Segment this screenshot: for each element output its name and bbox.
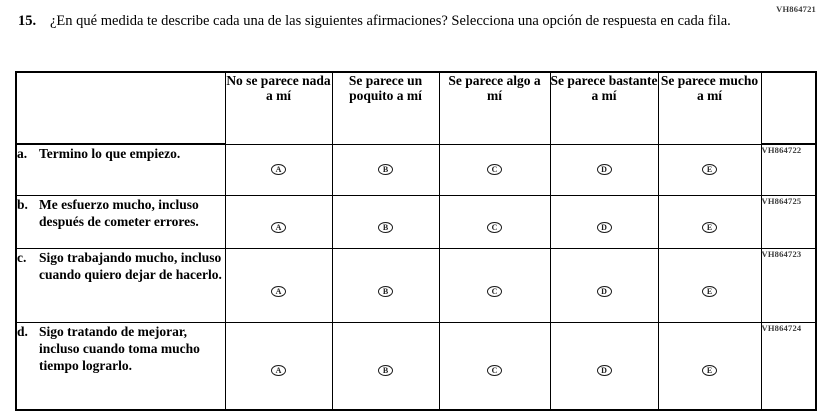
header-option-a: No se parece nada a mí <box>224 71 333 145</box>
radio-bubble-a-B[interactable]: B <box>378 164 393 176</box>
row-text-c: Sigo trabajando mucho, incluso cuando qu… <box>39 249 222 282</box>
radio-bubble-a-E[interactable]: E <box>702 164 717 176</box>
header-option-c: Se parece algo a mí <box>438 71 551 145</box>
option-cell-a-2[interactable]: B <box>331 143 440 196</box>
form-id-top-right: VH864721 <box>776 4 816 14</box>
option-cell-a-4[interactable]: D <box>549 143 659 196</box>
header-stem-blank <box>15 71 226 145</box>
header-option-e: Se parece mucho a mí <box>657 71 762 145</box>
radio-bubble-c-A[interactable]: A <box>271 286 286 298</box>
option-cell-b-3[interactable]: C <box>438 194 551 249</box>
option-cell-d-5[interactable]: E <box>657 321 762 411</box>
radio-bubble-c-C[interactable]: C <box>487 286 502 298</box>
row-text-b: Me esfuerzo mucho, incluso después de co… <box>39 196 199 229</box>
radio-bubble-a-C[interactable]: C <box>487 164 502 176</box>
option-cell-a-3[interactable]: C <box>438 143 551 196</box>
radio-bubble-c-E[interactable]: E <box>702 286 717 298</box>
header-option-d: Se parece bastante a mí <box>549 71 659 145</box>
radio-bubble-d-A[interactable]: A <box>271 365 286 377</box>
option-cell-d-3[interactable]: C <box>438 321 551 411</box>
row-stem-b: b. Me esfuerzo mucho, incluso después de… <box>15 194 226 249</box>
item-id-c: VH864723 <box>760 247 817 323</box>
item-id-a: VH864722 <box>760 143 817 196</box>
radio-bubble-b-A[interactable]: A <box>271 222 286 234</box>
row-text-d: Sigo tratando de mejorar, incluso cuando… <box>39 323 200 373</box>
radio-bubble-c-D[interactable]: D <box>596 286 612 298</box>
option-cell-d-2[interactable]: B <box>331 321 440 411</box>
matrix-body: a. Termino lo que empiezo. A B C D E <box>15 143 817 411</box>
row-stem-d: d. Sigo tratando de mejorar, incluso cua… <box>15 321 226 411</box>
radio-bubble-d-C[interactable]: C <box>487 365 502 377</box>
header-id-blank <box>760 71 817 145</box>
header-option-b: Se parece un poquito a mí <box>331 71 440 145</box>
question-number: 15. <box>18 13 37 29</box>
row-letter-c: c. <box>17 249 27 265</box>
option-cell-a-1[interactable]: A <box>224 143 333 196</box>
row-stem-c: c. Sigo trabajando mucho, incluso cuando… <box>15 247 226 323</box>
row-stem-a: a. Termino lo que empiezo. <box>15 143 226 196</box>
option-cell-b-4[interactable]: D <box>549 194 659 249</box>
radio-bubble-b-C[interactable]: C <box>487 222 502 234</box>
question-text: ¿En qué medida te describe cada una de l… <box>50 13 731 29</box>
radio-bubble-b-B[interactable]: B <box>378 222 393 234</box>
option-cell-c-4[interactable]: D <box>549 247 659 323</box>
table-row: c. Sigo trabajando mucho, incluso cuando… <box>15 247 817 323</box>
radio-bubble-a-D[interactable]: D <box>596 164 612 176</box>
option-cell-b-2[interactable]: B <box>331 194 440 249</box>
table-row: b. Me esfuerzo mucho, incluso después de… <box>15 194 817 249</box>
option-cell-c-2[interactable]: B <box>331 247 440 323</box>
table-row: a. Termino lo que empiezo. A B C D E <box>15 143 817 196</box>
row-letter-a: a. <box>17 146 28 161</box>
radio-bubble-d-E[interactable]: E <box>702 365 717 377</box>
option-cell-c-5[interactable]: E <box>657 247 762 323</box>
radio-bubble-d-B[interactable]: B <box>378 365 393 377</box>
option-cell-a-5[interactable]: E <box>657 143 762 196</box>
response-matrix: No se parece nada a mí Se parece un poqu… <box>15 71 817 411</box>
row-text-a: Termino lo que empiezo. <box>39 146 181 161</box>
option-cell-b-1[interactable]: A <box>224 194 333 249</box>
radio-bubble-c-B[interactable]: B <box>378 286 393 298</box>
option-cell-d-4[interactable]: D <box>549 321 659 411</box>
row-letter-d: d. <box>17 323 28 339</box>
item-id-d: VH864724 <box>760 321 817 411</box>
question-stem: 15. ¿En qué medida te describe cada una … <box>18 12 748 31</box>
matrix-table: No se parece nada a mí Se parece un poqu… <box>15 71 817 411</box>
matrix-header-row: No se parece nada a mí Se parece un poqu… <box>15 71 817 145</box>
radio-bubble-b-E[interactable]: E <box>702 222 717 234</box>
item-id-b: VH864725 <box>760 194 817 249</box>
option-cell-d-1[interactable]: A <box>224 321 333 411</box>
table-row: d. Sigo tratando de mejorar, incluso cua… <box>15 321 817 411</box>
option-cell-c-3[interactable]: C <box>438 247 551 323</box>
radio-bubble-b-D[interactable]: D <box>596 222 612 234</box>
row-letter-b: b. <box>17 196 28 212</box>
option-cell-b-5[interactable]: E <box>657 194 762 249</box>
radio-bubble-a-A[interactable]: A <box>271 164 286 176</box>
radio-bubble-d-D[interactable]: D <box>596 365 612 377</box>
option-cell-c-1[interactable]: A <box>224 247 333 323</box>
matrix-header: No se parece nada a mí Se parece un poqu… <box>15 71 817 145</box>
